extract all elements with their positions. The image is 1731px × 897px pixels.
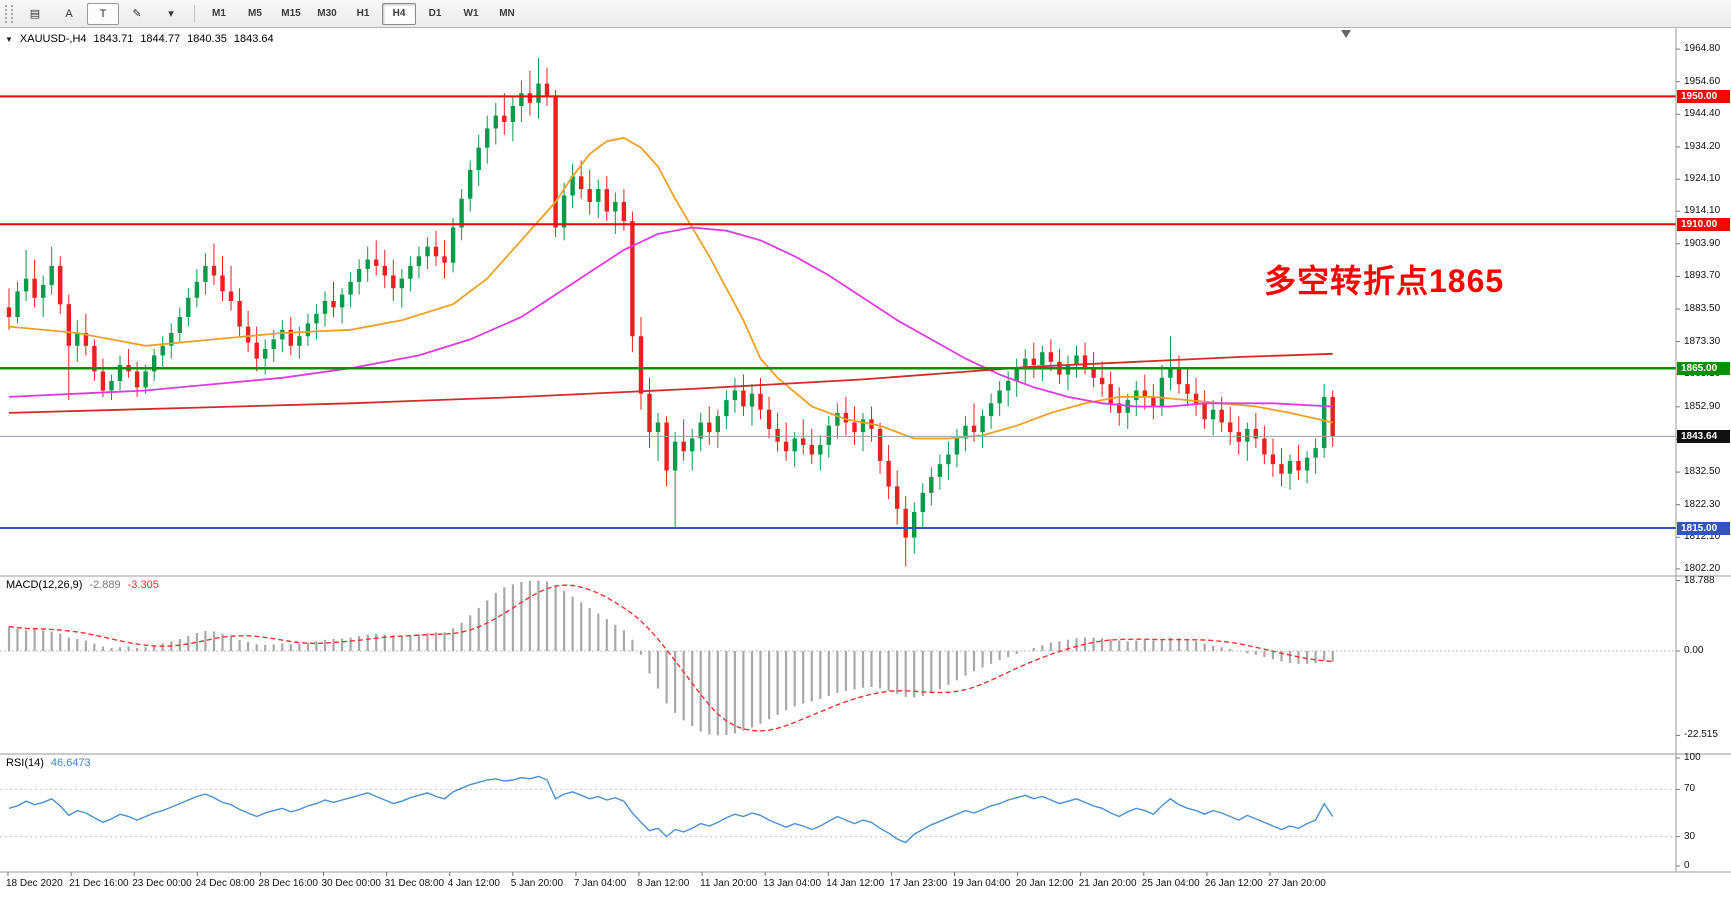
time-axis-label: 26 Jan 12:00: [1204, 878, 1263, 889]
time-axis-label: 4 Jan 12:00: [447, 878, 500, 889]
draw-tool-button[interactable]: ✎: [132, 8, 142, 20]
macd-indicator-label: MACD(12,26,9) -2.889 -3.305: [6, 579, 159, 591]
price-tag-1910.00: 1910.00: [1677, 217, 1730, 231]
timeframe-button-mn[interactable]: MN: [499, 8, 515, 19]
time-axis-label: 24 Dec 08:00: [195, 878, 255, 889]
time-axis-label: 7 Jan 04:00: [573, 878, 627, 889]
price-axis-label: 1873.30: [1684, 335, 1721, 347]
price-axis-label: 1914.10: [1684, 205, 1721, 217]
bid-price-tag: 1843.64: [1677, 429, 1730, 443]
annotation-text[interactable]: 多空转折点1865: [1264, 263, 1505, 299]
time-axis-label: 21 Jan 20:00: [1078, 878, 1137, 889]
toolbar-separator: [194, 4, 195, 23]
toolbar-grip[interactable]: [5, 4, 13, 23]
timeframe-button-m1[interactable]: M1: [212, 8, 226, 19]
timeframe-button-m15[interactable]: M15: [281, 8, 301, 19]
ohlc-low: 1840.35: [187, 33, 227, 45]
time-axis-label: 14 Jan 12:00: [826, 878, 885, 889]
time-axis-label: 21 Dec 16:00: [69, 878, 129, 889]
time-axis-label: 8 Jan 12:00: [637, 878, 690, 889]
price-axis-label: 1802.20: [1684, 562, 1721, 574]
timeframe-button-m30[interactable]: M30: [317, 8, 337, 19]
price-tag-1865.00: 1865.00: [1677, 361, 1730, 375]
ohlc-high: 1844.77: [140, 33, 181, 45]
chart-ohlc-label: ▼ XAUUSD-,H4 1843.71 1844.77 1840.35 184…: [5, 33, 274, 45]
price-tag-1815.00: 1815.00: [1677, 521, 1730, 535]
macd-axis-label: 18.788: [1684, 574, 1715, 586]
macd-name: MACD(12,26,9): [6, 579, 83, 591]
price-axis-label: 1924.10: [1684, 173, 1721, 185]
ohlc-open: 1843.71: [93, 33, 134, 45]
time-axis-label: 19 Jan 04:00: [952, 878, 1011, 889]
shift-marker-icon[interactable]: [1341, 30, 1351, 38]
ohlc-close: 1843.64: [233, 33, 274, 45]
cursor-tool-button[interactable]: A: [65, 7, 73, 20]
chart-dropdown-icon[interactable]: ▼: [5, 34, 13, 44]
time-axis-label: 5 Jan 20:00: [510, 878, 564, 889]
price-axis-label: 1883.50: [1684, 303, 1721, 315]
price-tag-1950.00: 1950.00: [1677, 89, 1730, 103]
time-axis-label: 30 Dec 00:00: [321, 878, 382, 889]
price-axis-label: 1954.60: [1684, 75, 1721, 87]
macd-value: -2.889: [89, 579, 121, 591]
timeframe-button-h4[interactable]: H4: [382, 2, 416, 25]
rsi-line: [8, 775, 1334, 844]
rsi-axis-label: 70: [1684, 783, 1696, 795]
time-axis-label: 17 Jan 23:00: [889, 878, 948, 889]
ma-line-magenta: [8, 226, 1333, 408]
text-tool-button[interactable]: T: [87, 2, 119, 25]
chart-symbol-period: XAUUSD-,H4: [19, 33, 87, 45]
price-axis-label: 1934.20: [1684, 140, 1721, 152]
time-axis-label: 13 Jan 04:00: [763, 878, 822, 889]
toolbar: ▤ A T ✎ ▾ M1 M5 M15 M30 H1 H4 D1 W1 MN: [0, 0, 1731, 28]
price-axis-label: 1893.70: [1684, 270, 1721, 282]
tool-buttons-group: ▤ A T ✎ ▾: [18, 2, 188, 25]
macd-signal-line: [8, 584, 1333, 732]
candles-layer: [6, 58, 1335, 567]
time-axis-label: 28 Dec 16:00: [258, 878, 318, 889]
timeframe-button-w1[interactable]: W1: [463, 8, 479, 19]
timeframe-buttons-group: M1 M5 M15 M30 H1 H4 D1 W1 MN: [201, 2, 525, 25]
rsi-axis-label: 30: [1684, 830, 1696, 842]
chart-grid-button[interactable]: ▤: [29, 8, 41, 20]
time-axis-label: 11 Jan 20:00: [700, 878, 758, 889]
price-axis-label: 1812.10: [1684, 531, 1721, 543]
rsi-axis-label: 0: [1684, 860, 1690, 871]
draw-dropdown-button[interactable]: ▾: [168, 8, 174, 20]
price-axis-label: 1964.80: [1684, 43, 1721, 55]
time-axis-label: 25 Jan 04:00: [1141, 878, 1200, 889]
time-axis-label: 20 Jan 12:00: [1015, 878, 1074, 889]
price-axis-label: 1944.40: [1684, 108, 1721, 120]
timeframe-button-m5[interactable]: M5: [248, 8, 262, 19]
price-axis-label: 1822.30: [1684, 498, 1721, 510]
rsi-name: RSI(14): [6, 757, 44, 769]
macd-axis-label: 0.00: [1684, 645, 1704, 656]
rsi-axis-label: 100: [1684, 752, 1701, 763]
ma-line-orange: [8, 137, 1333, 440]
time-axis-label: 27 Jan 20:00: [1268, 878, 1326, 889]
macd-signal-value: -3.305: [127, 579, 159, 591]
rsi-value: 46.6473: [50, 757, 91, 769]
price-axis-label: 1903.90: [1684, 237, 1721, 249]
ma-line-red: [8, 352, 1333, 414]
macd-axis-label: -22.515: [1684, 729, 1718, 741]
price-axis-label: 1852.90: [1684, 400, 1721, 412]
time-axis-label: 18 Dec 2020: [6, 878, 63, 889]
price-axis-label: 1832.50: [1684, 466, 1721, 478]
timeframe-button-h1[interactable]: H1: [356, 8, 370, 19]
rsi-indicator-label: RSI(14) 46.6473: [6, 757, 91, 769]
timeframe-button-d1[interactable]: D1: [428, 8, 442, 19]
macd-histogram: [7, 580, 1334, 736]
time-axis-label: 31 Dec 08:00: [384, 878, 445, 889]
time-axis-label: 23 Dec 00:00: [132, 878, 192, 889]
